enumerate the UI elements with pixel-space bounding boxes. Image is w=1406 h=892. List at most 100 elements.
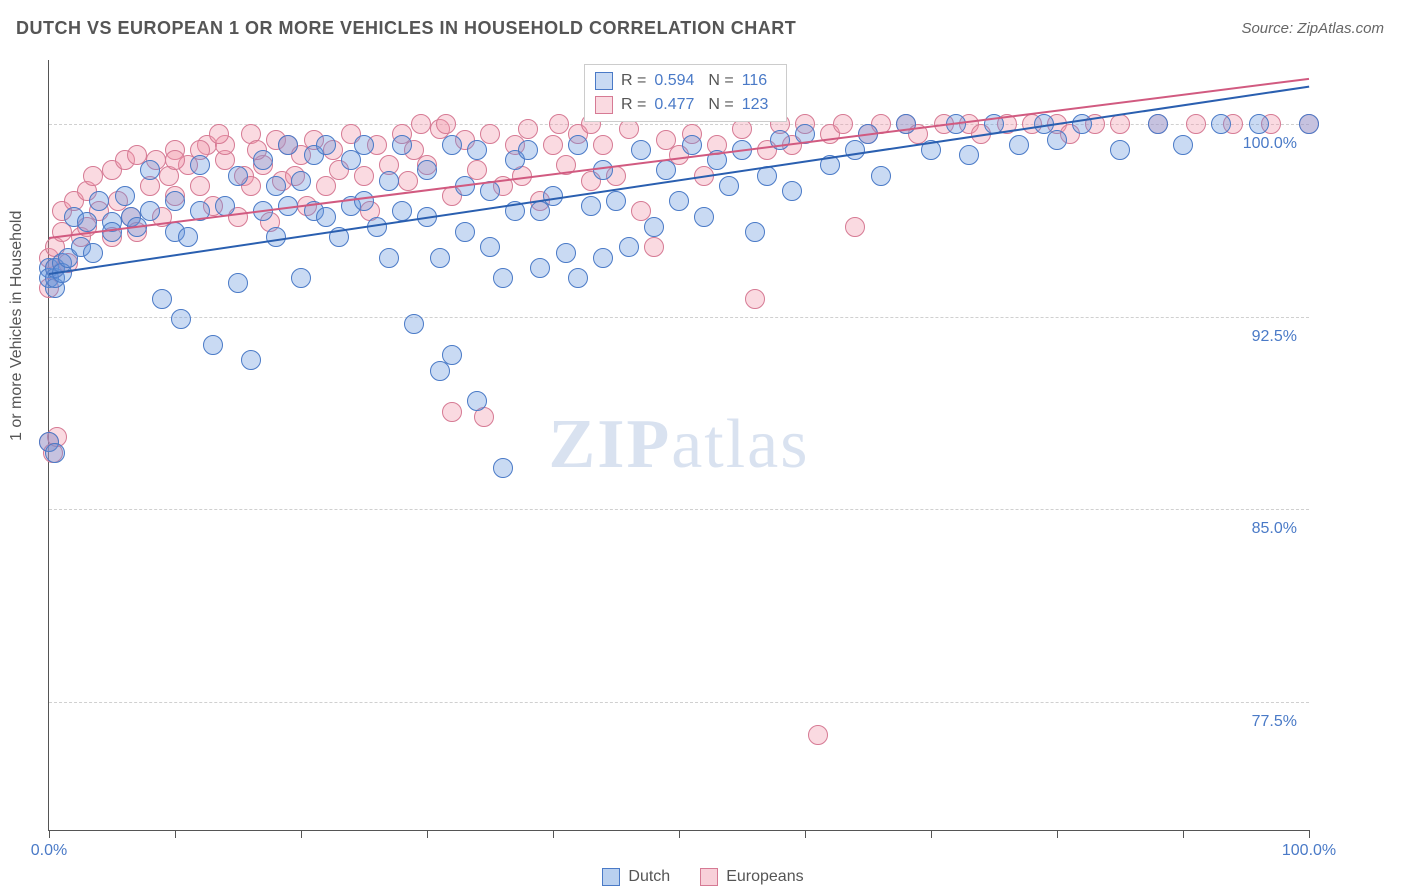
data-point (102, 222, 122, 242)
y-tick-label: 85.0% (1252, 520, 1297, 538)
data-point (543, 135, 563, 155)
watermark: ZIPatlas (549, 405, 810, 485)
legend-item: Europeans (700, 868, 803, 886)
data-point (631, 140, 651, 160)
data-point (518, 119, 538, 139)
data-point (593, 248, 613, 268)
data-point (266, 176, 286, 196)
data-point (77, 212, 97, 232)
data-point (278, 135, 298, 155)
data-point (1047, 130, 1067, 150)
x-tick (553, 830, 554, 838)
x-tick (805, 830, 806, 838)
stat-n-label: N = (708, 69, 733, 93)
data-point (959, 145, 979, 165)
data-point (379, 171, 399, 191)
data-point (1110, 114, 1130, 134)
data-point (518, 140, 538, 160)
data-point (45, 443, 65, 463)
data-point (556, 243, 576, 263)
y-tick-label: 100.0% (1243, 135, 1297, 153)
data-point (493, 458, 513, 478)
data-point (694, 207, 714, 227)
chart-title: DUTCH VS EUROPEAN 1 OR MORE VEHICLES IN … (16, 18, 796, 39)
data-point (291, 171, 311, 191)
data-point (644, 237, 664, 257)
stat-r-label: R = (621, 93, 646, 117)
data-point (379, 248, 399, 268)
data-point (1173, 135, 1193, 155)
data-point (209, 124, 229, 144)
data-point (436, 114, 456, 134)
data-point (455, 222, 475, 242)
x-tick-label: 0.0% (31, 842, 67, 860)
data-point (1186, 114, 1206, 134)
data-point (1072, 114, 1092, 134)
data-point (442, 402, 462, 422)
data-point (480, 237, 500, 257)
stat-n-value: 123 (742, 93, 776, 117)
data-point (732, 119, 752, 139)
data-point (745, 289, 765, 309)
x-tick (427, 830, 428, 838)
data-point (83, 243, 103, 263)
data-point (644, 217, 664, 237)
data-point (165, 191, 185, 211)
chart-plot-area: ZIPatlas 77.5%85.0%92.5%100.0%0.0%100.0%… (48, 60, 1309, 831)
data-point (354, 166, 374, 186)
data-point (656, 160, 676, 180)
data-point (442, 135, 462, 155)
x-tick (931, 830, 932, 838)
gridline (49, 317, 1309, 318)
data-point (228, 273, 248, 293)
data-point (845, 217, 865, 237)
data-point (316, 207, 336, 227)
data-point (1211, 114, 1231, 134)
data-point (1148, 114, 1168, 134)
data-point (833, 114, 853, 134)
data-point (782, 181, 802, 201)
data-point (404, 314, 424, 334)
data-point (190, 176, 210, 196)
chart-source: Source: ZipAtlas.com (1241, 20, 1384, 37)
data-point (871, 166, 891, 186)
data-point (669, 191, 689, 211)
data-point (442, 345, 462, 365)
data-point (619, 237, 639, 257)
data-point (593, 160, 613, 180)
x-tick (175, 830, 176, 838)
data-point (228, 166, 248, 186)
data-point (1110, 140, 1130, 160)
legend-label: Dutch (628, 868, 670, 886)
data-point (1249, 114, 1269, 134)
stat-r-label: R = (621, 69, 646, 93)
data-point (549, 114, 569, 134)
y-tick-label: 77.5% (1252, 713, 1297, 731)
data-point (152, 289, 172, 309)
legend-swatch (700, 868, 718, 886)
data-point (89, 191, 109, 211)
data-point (619, 119, 639, 139)
data-point (190, 155, 210, 175)
data-point (83, 166, 103, 186)
data-point (253, 150, 273, 170)
legend-swatch (595, 72, 613, 90)
data-point (140, 160, 160, 180)
x-tick (1057, 830, 1058, 838)
legend-swatch (595, 96, 613, 114)
data-point (354, 191, 374, 211)
data-point (115, 186, 135, 206)
data-point (467, 391, 487, 411)
watermark-atlas: atlas (671, 406, 809, 483)
stats-legend-row: R =0.594N =116 (595, 69, 776, 93)
gridline (49, 509, 1309, 510)
legend-item: Dutch (602, 868, 670, 886)
x-tick (49, 830, 50, 838)
x-tick (1309, 830, 1310, 838)
data-point (171, 309, 191, 329)
stat-r-value: 0.477 (654, 93, 700, 117)
data-point (165, 150, 185, 170)
data-point (745, 222, 765, 242)
gridline (49, 702, 1309, 703)
data-point (568, 135, 588, 155)
